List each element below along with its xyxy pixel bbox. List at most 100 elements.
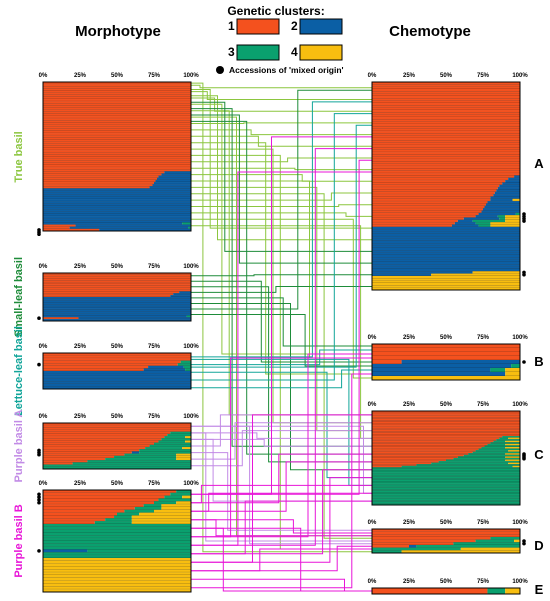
bar-segment	[463, 454, 520, 457]
chemotype-0-tick-label: 0%	[368, 73, 377, 79]
bar-segment	[43, 365, 149, 369]
bar-segment	[372, 542, 454, 545]
bar-segment	[505, 180, 520, 183]
bar-segment	[43, 88, 191, 91]
bar-segment	[43, 464, 191, 467]
bar-segment	[75, 224, 191, 227]
connection-line	[191, 438, 372, 447]
bar-segment	[372, 275, 520, 279]
bar-segment	[372, 205, 485, 209]
legend-label-1: 1	[228, 19, 235, 33]
bar-segment	[43, 122, 191, 125]
bar-segment	[505, 588, 520, 594]
bar-segment	[149, 444, 191, 448]
bar-segment	[372, 189, 497, 192]
connection-line	[191, 425, 372, 494]
bar-segment	[154, 501, 177, 505]
bar-segment	[43, 433, 168, 437]
bar-segment	[372, 282, 520, 286]
bar-segment	[372, 497, 520, 499]
bar-segment	[43, 145, 191, 148]
bar-segment	[161, 438, 191, 441]
bar-segment	[43, 538, 191, 541]
bar-segment	[505, 215, 520, 218]
bar-segment	[43, 360, 181, 364]
bar-segment	[186, 315, 191, 318]
bar-segment	[43, 436, 165, 439]
chemotype-letter: E	[535, 582, 544, 597]
bar-segment	[472, 451, 520, 454]
bar-segment	[43, 563, 191, 567]
bar-segment	[182, 447, 191, 450]
chemotype-4-panel: 0% 25% 50% 75% 100%	[368, 579, 528, 595]
bar-segment	[372, 529, 520, 532]
bar-segment	[43, 558, 191, 561]
bar-segment	[372, 103, 520, 106]
bar-segment	[143, 368, 186, 371]
chemotype-heading: Chemotype	[389, 23, 471, 40]
bar-segment	[472, 219, 506, 223]
bar-segment	[43, 309, 191, 312]
bar-segment	[155, 179, 191, 183]
bar-segment	[372, 439, 497, 441]
bar-segment	[409, 545, 417, 548]
bar-segment	[372, 124, 520, 127]
bar-segment	[43, 196, 191, 200]
bar-segment	[43, 222, 183, 225]
bar-segment	[43, 376, 191, 379]
bar-segment	[154, 182, 191, 185]
bar-segment	[131, 521, 191, 524]
bar-segment	[401, 360, 520, 364]
bar-segment	[372, 287, 520, 290]
chemotype-0-tick-label: 100%	[512, 73, 528, 79]
bar-segment	[372, 224, 452, 227]
bar-segment	[105, 518, 132, 522]
bar-segment	[490, 224, 520, 227]
connection-line	[191, 453, 372, 504]
bar-segment	[170, 295, 191, 297]
bar-segment	[372, 501, 520, 504]
bar-segment	[43, 139, 191, 142]
bar-segment	[446, 459, 506, 462]
morphotype-2-tick-label: 100%	[183, 344, 199, 350]
connection-line	[191, 303, 372, 471]
bar-segment	[43, 152, 191, 155]
bar-segment	[497, 215, 506, 218]
bar-segment	[43, 116, 191, 119]
bar-segment	[372, 415, 520, 418]
bar-segment	[43, 276, 191, 279]
chemotype-3-panel: 0% 25% 50% 75% 100%	[368, 520, 528, 554]
bar-segment	[372, 478, 520, 480]
bar-segment	[457, 456, 506, 458]
bar-segment	[43, 216, 191, 219]
bar-segment	[43, 113, 191, 117]
bar-segment	[372, 126, 520, 129]
bar-segment	[43, 546, 191, 550]
bar-segment	[43, 86, 191, 89]
bar-segment	[114, 515, 132, 519]
bar-segment	[43, 135, 191, 138]
bar-segment	[43, 555, 191, 558]
bar-segment	[484, 205, 520, 209]
connection-line	[191, 452, 372, 531]
bar-segment	[43, 313, 191, 316]
bar-segment	[43, 521, 95, 524]
bar-segment	[372, 432, 520, 435]
bar-segment	[372, 465, 402, 468]
bar-segment	[43, 160, 191, 163]
bar-segment	[372, 229, 520, 232]
bar-segment	[152, 184, 191, 187]
bar-segment	[487, 588, 506, 594]
bar-segment	[43, 423, 191, 426]
bar-segment	[43, 194, 191, 197]
chemotype-4-tick-label: 75%	[477, 579, 490, 585]
bar-segment	[372, 461, 439, 463]
bar-segment	[372, 490, 520, 493]
bar-segment	[478, 448, 520, 451]
bar-segment	[43, 209, 191, 212]
bar-segment	[508, 177, 520, 181]
chemotype-3-tick-label: 100%	[512, 520, 528, 526]
bar-segment	[372, 240, 520, 244]
bar-segment	[372, 86, 520, 90]
connection-line	[191, 218, 372, 379]
